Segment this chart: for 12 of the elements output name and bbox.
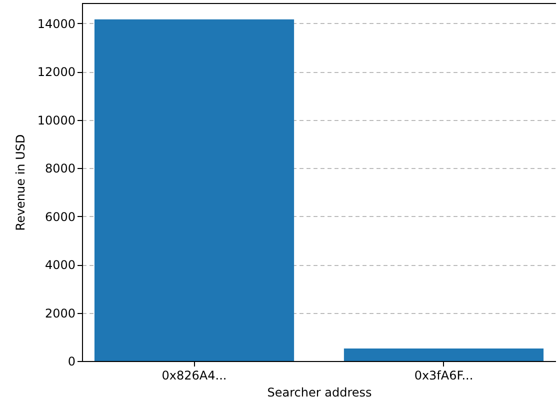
- y-tick-label: 10000: [37, 113, 76, 128]
- y-tick-label: 0: [68, 354, 76, 368]
- y-tick-label: 14000: [37, 16, 76, 31]
- x-tick-label: 0x826A4...: [162, 368, 227, 382]
- x-tick-label: 0x3fA6F...: [414, 368, 474, 382]
- y-tick-label: 4000: [44, 258, 76, 272]
- y-tick-label: 12000: [37, 65, 76, 80]
- y-tick-label: 6000: [44, 210, 76, 224]
- x-axis-title: Searcher address: [267, 386, 372, 400]
- y-axis-title: Revenue in USD: [13, 134, 28, 231]
- y-tick-label: 8000: [44, 162, 76, 176]
- y-tick-label: 2000: [44, 306, 76, 320]
